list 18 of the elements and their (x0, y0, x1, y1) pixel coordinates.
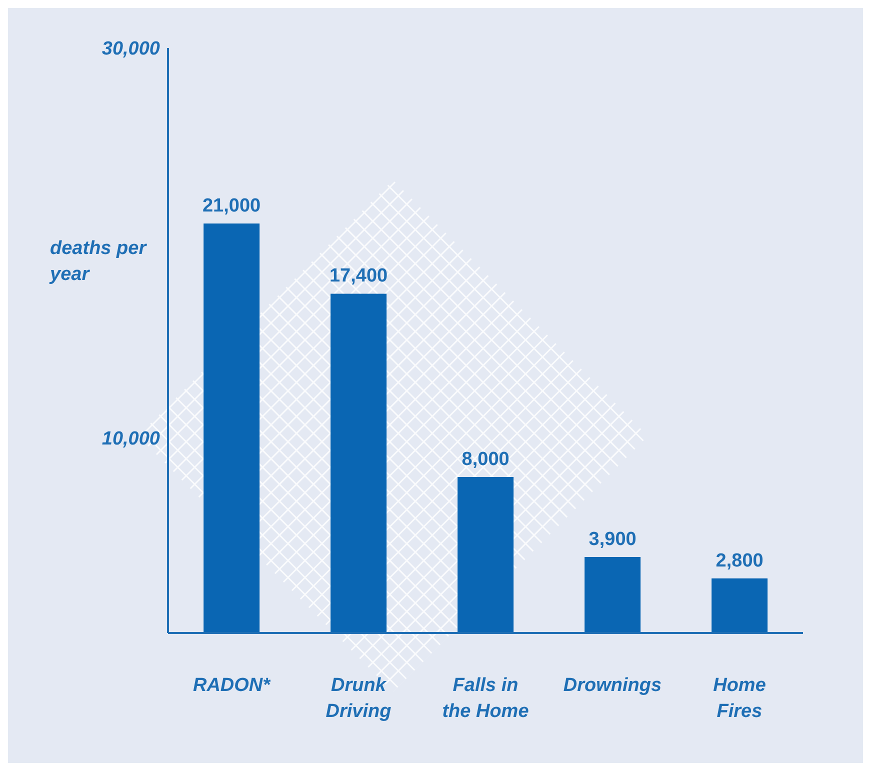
data-label: 3,900 (588, 528, 636, 550)
bar (204, 224, 260, 633)
bar (584, 556, 641, 633)
data-label: 17,400 (329, 266, 388, 287)
x-tick-label: Home Fires (713, 675, 766, 722)
x-tick-label: Drownings (563, 675, 662, 696)
data-label: 2,800 (716, 550, 764, 572)
bar (330, 294, 387, 633)
y-tick-label: 10,000 (102, 428, 160, 450)
x-tick-label: Falls in the Home (442, 675, 530, 722)
x-tick-label: Drunk Driving (326, 675, 392, 722)
data-label: 21,000 (202, 196, 261, 216)
bar (458, 477, 514, 633)
bar (712, 578, 768, 633)
data-label: 8,000 (462, 449, 510, 470)
x-tick-label: RADON* (192, 675, 272, 696)
y-axis-title: deaths per year (50, 237, 148, 287)
y-tick-label: 30,000 (102, 38, 160, 60)
